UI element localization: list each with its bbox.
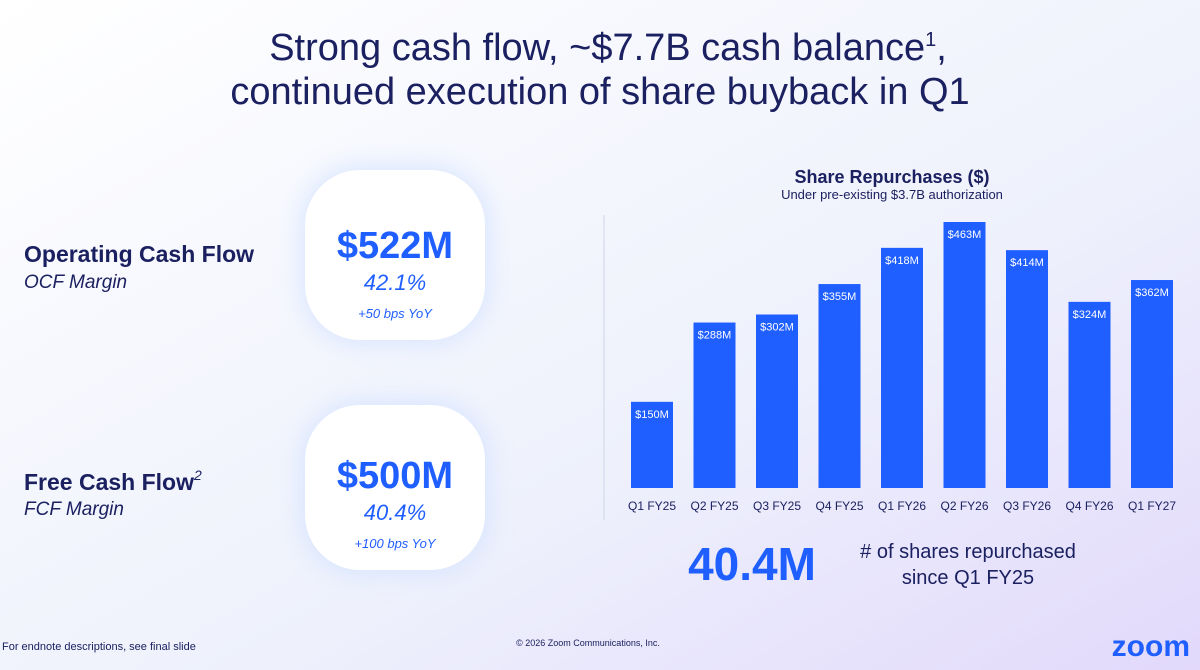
metric-label-text: Free Cash Flow — [24, 469, 194, 495]
metric-card — [305, 405, 485, 570]
value-label: $414M — [1010, 257, 1044, 269]
bar — [943, 222, 986, 488]
metric-card — [305, 170, 485, 340]
metric-change: +100 bps YoY — [354, 536, 436, 551]
metric-value: $500M — [337, 455, 453, 497]
chart-subtitle: Under pre-existing $3.7B authorization — [781, 187, 1003, 202]
value-label: $355M — [823, 291, 857, 303]
value-label: $302M — [760, 322, 794, 334]
shares-value: 40.4M — [688, 538, 816, 590]
chart-title: Share Repurchases ($) — [794, 167, 989, 187]
x-tick-label: Q3 FY25 — [753, 499, 801, 513]
metric-margin: 42.1% — [364, 270, 426, 295]
bar — [631, 401, 673, 488]
title-line-2: continued execution of share buyback in … — [230, 71, 969, 113]
footnote: For endnote descriptions, see final slid… — [2, 641, 196, 653]
x-tick-label: Q4 FY26 — [1065, 499, 1113, 513]
value-label: $324M — [1073, 309, 1107, 321]
title-line-1: Strong cash flow, ~$7.7B cash balance1, — [269, 27, 947, 69]
value-label: $288M — [698, 330, 732, 342]
metric-margin: 40.4% — [364, 500, 426, 525]
x-tick-label: Q4 FY25 — [815, 499, 863, 513]
bar — [881, 247, 923, 488]
logo: zoom — [1112, 630, 1190, 663]
value-label: $418M — [885, 255, 919, 267]
x-tick-label: Q2 FY26 — [940, 499, 988, 513]
copyright: © 2026 Zoom Communications, Inc. — [516, 638, 660, 648]
x-tick-label: Q1 FY26 — [878, 499, 926, 513]
metric-sublabel: OCF Margin — [24, 272, 127, 293]
title-note: 1 — [925, 29, 936, 51]
bar-chart: $150M Q1 FY25 $288M Q2 FY25 $302M Q3 FY25 $355… — [628, 222, 1176, 513]
metric-label: Free Cash Flow2 — [24, 467, 202, 495]
metric-change: +50 bps YoY — [358, 306, 433, 321]
bar — [1131, 280, 1173, 488]
value-label: $463M — [948, 229, 982, 241]
bar — [1006, 250, 1048, 488]
shares-label: # of shares repurchased — [860, 541, 1076, 563]
value-label: $362M — [1135, 287, 1169, 299]
title-text: Strong cash flow, ~$7.7B cash balance — [269, 27, 925, 69]
x-tick-label: Q1 FY27 — [1128, 499, 1176, 513]
value-label: $150M — [635, 409, 669, 421]
x-tick-label: Q2 FY25 — [690, 499, 738, 513]
bar — [1068, 301, 1111, 488]
bar — [756, 314, 798, 488]
x-tick-label: Q1 FY25 — [628, 499, 676, 513]
metric-value: $522M — [337, 225, 453, 267]
bar — [693, 322, 736, 488]
x-tick-label: Q3 FY26 — [1003, 499, 1051, 513]
metric-label: Operating Cash Flow — [24, 241, 254, 267]
metric-sublabel: FCF Margin — [24, 499, 124, 520]
bar — [818, 284, 861, 488]
shares-label: since Q1 FY25 — [902, 567, 1034, 589]
metric-note: 2 — [193, 467, 202, 483]
title-end: , — [936, 27, 947, 69]
